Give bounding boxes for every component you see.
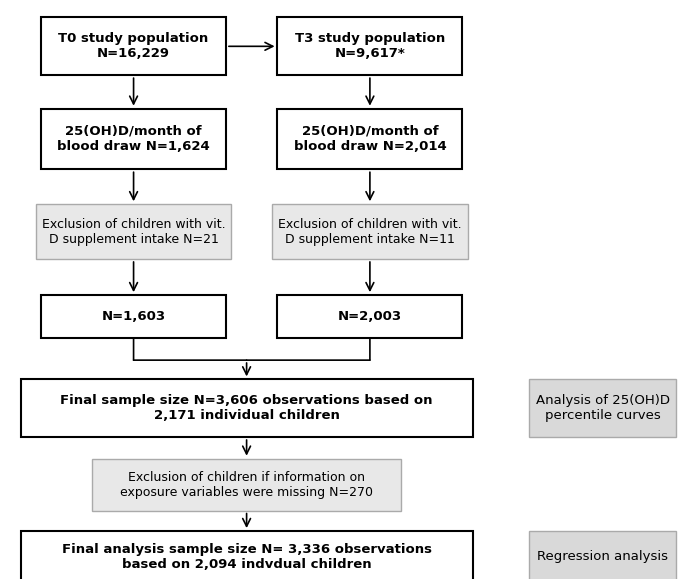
FancyBboxPatch shape — [92, 459, 401, 511]
FancyBboxPatch shape — [529, 531, 676, 579]
FancyBboxPatch shape — [277, 295, 462, 338]
Text: Exclusion of children with vit.
D supplement intake N=11: Exclusion of children with vit. D supple… — [278, 218, 462, 245]
Text: T0 study population
N=16,229: T0 study population N=16,229 — [58, 32, 209, 60]
FancyBboxPatch shape — [41, 109, 226, 170]
FancyBboxPatch shape — [277, 109, 462, 170]
Text: Exclusion of children if information on
exposure variables were missing N=270: Exclusion of children if information on … — [120, 471, 373, 499]
FancyBboxPatch shape — [277, 17, 462, 75]
Text: Exclusion of children with vit.
D supplement intake N=21: Exclusion of children with vit. D supple… — [42, 218, 225, 245]
Text: 25(OH)D/month of
blood draw N=1,624: 25(OH)D/month of blood draw N=1,624 — [58, 125, 210, 153]
Text: Final analysis sample size N= 3,336 observations
based on 2,094 indvdual childre: Final analysis sample size N= 3,336 obse… — [62, 543, 432, 571]
Text: N=2,003: N=2,003 — [338, 310, 402, 323]
FancyBboxPatch shape — [273, 204, 467, 259]
Text: N=1,603: N=1,603 — [101, 310, 166, 323]
Text: 25(OH)D/month of
blood draw N=2,014: 25(OH)D/month of blood draw N=2,014 — [294, 125, 446, 153]
FancyBboxPatch shape — [41, 295, 226, 338]
FancyBboxPatch shape — [21, 379, 473, 437]
FancyBboxPatch shape — [529, 379, 676, 437]
Text: Regression analysis: Regression analysis — [537, 551, 669, 563]
Text: T3 study population
N=9,617*: T3 study population N=9,617* — [295, 32, 445, 60]
FancyBboxPatch shape — [36, 204, 232, 259]
Text: Final sample size N=3,606 observations based on
2,171 individual children: Final sample size N=3,606 observations b… — [60, 394, 433, 422]
FancyBboxPatch shape — [21, 531, 473, 579]
Text: Analysis of 25(OH)D
percentile curves: Analysis of 25(OH)D percentile curves — [536, 394, 670, 422]
FancyBboxPatch shape — [41, 17, 226, 75]
